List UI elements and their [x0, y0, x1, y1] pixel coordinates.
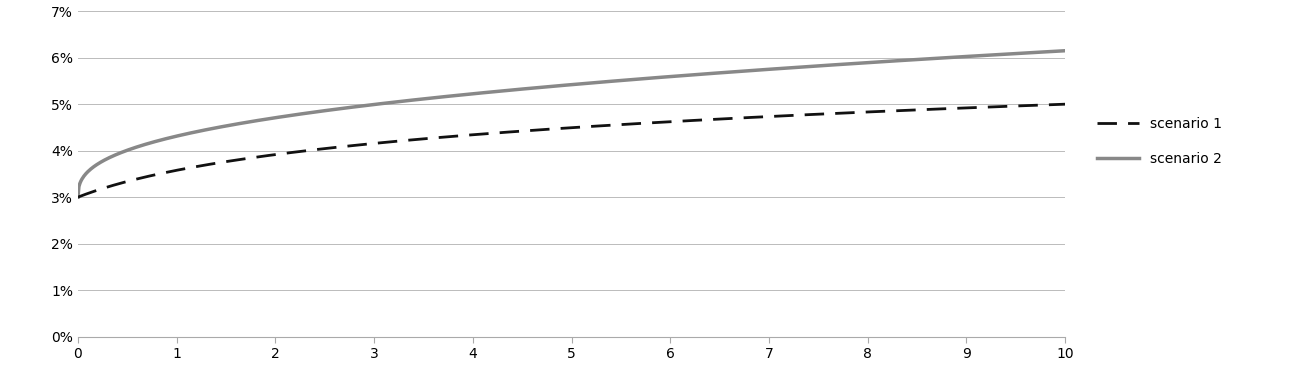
Line: scenario 1: scenario 1 — [78, 104, 1065, 197]
scenario 1 — [505, 129, 521, 134]
scenario 1 — [1057, 102, 1073, 107]
scenario 2 — [748, 68, 764, 73]
scenario 2 — [70, 195, 86, 199]
scenario 2 — [840, 62, 856, 66]
scenario 1 — [171, 168, 187, 172]
scenario 1 — [840, 111, 856, 115]
Legend: scenario 1, scenario 2: scenario 1, scenario 2 — [1092, 111, 1228, 171]
Line: scenario 2: scenario 2 — [78, 51, 1065, 197]
scenario 1 — [469, 132, 485, 137]
scenario 1 — [857, 110, 873, 114]
scenario 2 — [171, 134, 187, 138]
scenario 2 — [857, 61, 873, 65]
scenario 2 — [1057, 49, 1073, 53]
scenario 2 — [469, 91, 485, 96]
scenario 1 — [70, 195, 86, 199]
scenario 1 — [748, 115, 764, 119]
scenario 2 — [505, 88, 521, 92]
